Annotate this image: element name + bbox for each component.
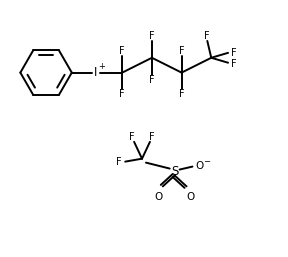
Text: F: F bbox=[149, 31, 155, 41]
Text: O: O bbox=[155, 192, 163, 202]
Text: F: F bbox=[179, 46, 184, 56]
Text: F: F bbox=[231, 59, 237, 69]
Text: F: F bbox=[204, 31, 210, 41]
Text: F: F bbox=[120, 89, 125, 99]
Text: F: F bbox=[179, 89, 184, 99]
Text: F: F bbox=[120, 46, 125, 56]
Text: O: O bbox=[195, 161, 204, 171]
Text: +: + bbox=[98, 62, 105, 71]
Text: I: I bbox=[94, 66, 97, 79]
Text: F: F bbox=[116, 157, 122, 167]
Text: O: O bbox=[186, 192, 195, 202]
Text: S: S bbox=[171, 165, 178, 178]
Text: F: F bbox=[149, 75, 155, 85]
Text: −: − bbox=[203, 157, 210, 166]
Text: F: F bbox=[149, 132, 155, 142]
Text: F: F bbox=[231, 48, 237, 58]
Text: F: F bbox=[129, 132, 135, 142]
